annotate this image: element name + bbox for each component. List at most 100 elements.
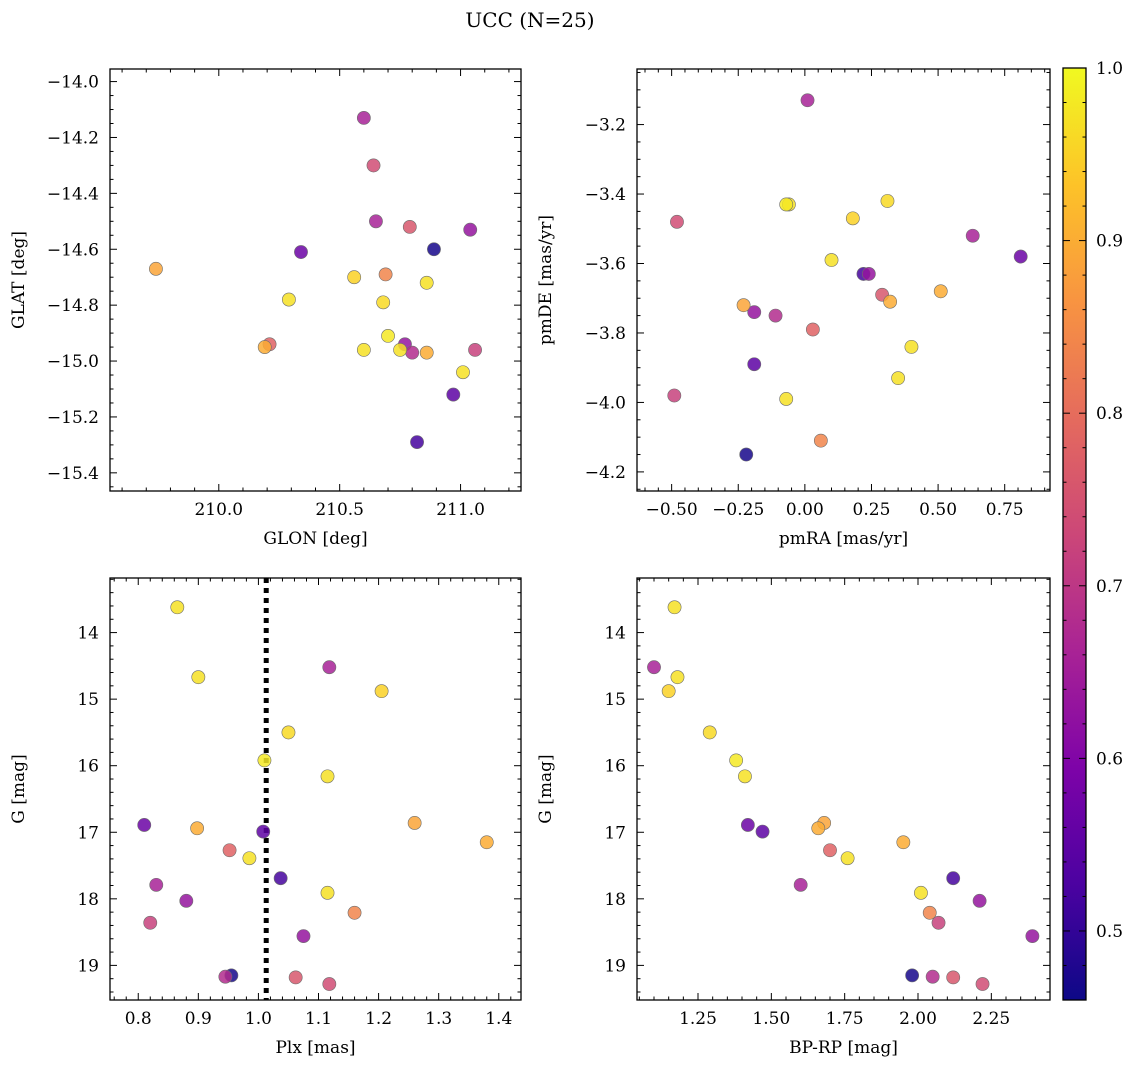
x-tick-label: 1.75 xyxy=(826,1009,864,1029)
data-point xyxy=(840,851,855,866)
data-point xyxy=(282,292,296,307)
x-tick-label: 0.75 xyxy=(986,500,1024,520)
y-axis-label: pmDE [mas/yr] xyxy=(536,215,556,345)
colorbar-tick-label: 0.6 xyxy=(1096,749,1123,769)
data-point xyxy=(479,835,494,850)
data-point xyxy=(975,977,990,991)
data-point xyxy=(933,284,948,299)
data-point xyxy=(463,222,478,237)
data-point xyxy=(747,305,762,320)
data-point xyxy=(925,969,940,984)
panels: 210.0 210.5 211.0 −15.4 −15.2 −15.0 −14.8 −14.6… xyxy=(9,68,1051,1058)
data-point xyxy=(257,340,272,354)
y-tick-label: 19 xyxy=(604,956,626,976)
data-point xyxy=(347,905,362,920)
data-point xyxy=(190,821,205,836)
y-tick-label: −4.2 xyxy=(585,463,626,483)
data-point xyxy=(880,194,895,208)
colorbar-tick-label: 0.5 xyxy=(1096,922,1123,942)
axes-frame xyxy=(636,577,1051,1001)
data-point xyxy=(273,871,288,886)
data-point xyxy=(322,660,337,675)
data-point xyxy=(242,851,257,866)
x-tick-label: −0.25 xyxy=(712,500,764,520)
y-tick-label: −14.8 xyxy=(47,296,99,316)
ticks xyxy=(110,578,521,1000)
data-point xyxy=(779,197,794,212)
data-point xyxy=(931,915,946,930)
data-point xyxy=(702,725,717,740)
data-point xyxy=(170,600,185,615)
data-point xyxy=(410,435,424,449)
y-tick-label: 18 xyxy=(77,890,99,910)
x-axis-label: pmRA [mas/yr] xyxy=(779,529,908,549)
data-point xyxy=(661,684,676,699)
data-point xyxy=(922,905,937,920)
colorbar-tick-label: 0.8 xyxy=(1096,404,1123,424)
x-tick-label: 210.0 xyxy=(194,500,243,520)
data-point xyxy=(222,843,237,858)
data-point xyxy=(405,345,420,360)
data-point xyxy=(965,228,980,243)
data-point xyxy=(667,388,682,403)
data-point xyxy=(736,298,751,313)
y-tick-label: −14.4 xyxy=(47,184,99,204)
x-tick-label: 1.3 xyxy=(425,1009,452,1029)
x-tick-label: 0.25 xyxy=(853,500,891,520)
y-tick-label: 14 xyxy=(604,624,626,644)
data-point xyxy=(845,211,860,226)
data-point xyxy=(891,371,906,386)
y-tick-label: −15.4 xyxy=(47,464,99,484)
panel-glon-glat: 210.0 210.5 211.0 −15.4 −15.2 −15.0 −14.8 −14.6… xyxy=(9,68,522,549)
data-point xyxy=(320,769,335,784)
data-point xyxy=(356,342,371,357)
colorbar: 0.5 0.6 0.7 0.8 0.9 1.0 xyxy=(1062,59,1123,1001)
data-point xyxy=(883,294,898,309)
data-point xyxy=(407,816,422,830)
colorbar-tick-label: 1.0 xyxy=(1096,59,1123,79)
x-tick-label: 211.0 xyxy=(436,500,485,520)
data-point xyxy=(402,220,417,234)
figure-title: UCC (N=25) xyxy=(465,8,594,32)
data-point xyxy=(137,818,152,832)
colorbar-tick-label: 0.9 xyxy=(1096,232,1123,252)
y-tick-label: −14.0 xyxy=(47,73,99,93)
data-point xyxy=(768,308,783,323)
data-point xyxy=(378,267,393,282)
data-point xyxy=(747,357,762,372)
data-point xyxy=(739,447,754,462)
data-point xyxy=(670,214,684,229)
x-tick-label: −0.50 xyxy=(646,500,698,520)
x-tick-label: 0.9 xyxy=(185,1009,212,1029)
x-tick-label: 0.8 xyxy=(125,1009,152,1029)
data-point xyxy=(824,253,839,267)
data-point xyxy=(381,328,395,343)
y-axis-label: G [mag] xyxy=(536,754,556,823)
y-tick-label: 14 xyxy=(77,624,99,644)
y-tick-label: −3.2 xyxy=(585,116,626,136)
data-point xyxy=(670,670,685,685)
data-point xyxy=(456,365,470,380)
y-tick-label: 16 xyxy=(77,757,99,777)
y-tick-label: −4.0 xyxy=(585,393,626,413)
data-point xyxy=(823,843,837,858)
y-tick-label: −14.6 xyxy=(47,240,99,260)
data-point xyxy=(729,753,744,768)
data-point xyxy=(320,885,335,900)
data-point xyxy=(755,824,770,839)
data-point xyxy=(811,821,826,836)
data-point xyxy=(294,245,308,259)
x-tick-label: 1.1 xyxy=(305,1009,332,1029)
data-point xyxy=(376,295,391,310)
y-tick-label: −3.4 xyxy=(585,185,626,205)
data-point xyxy=(374,684,389,699)
colorbar-gradient xyxy=(1063,68,1086,1000)
panel-plx-g: 0.8 0.9 1.0 1.1 1.2 1.3 1.4 14 15 16 17 18 19 Plx [ma… xyxy=(9,577,522,1058)
data-point xyxy=(1025,929,1040,944)
data-point xyxy=(904,339,919,354)
data-point xyxy=(356,111,371,125)
data-point xyxy=(322,977,337,991)
x-axis-label: GLON [deg] xyxy=(263,529,367,549)
data-point xyxy=(805,322,820,337)
